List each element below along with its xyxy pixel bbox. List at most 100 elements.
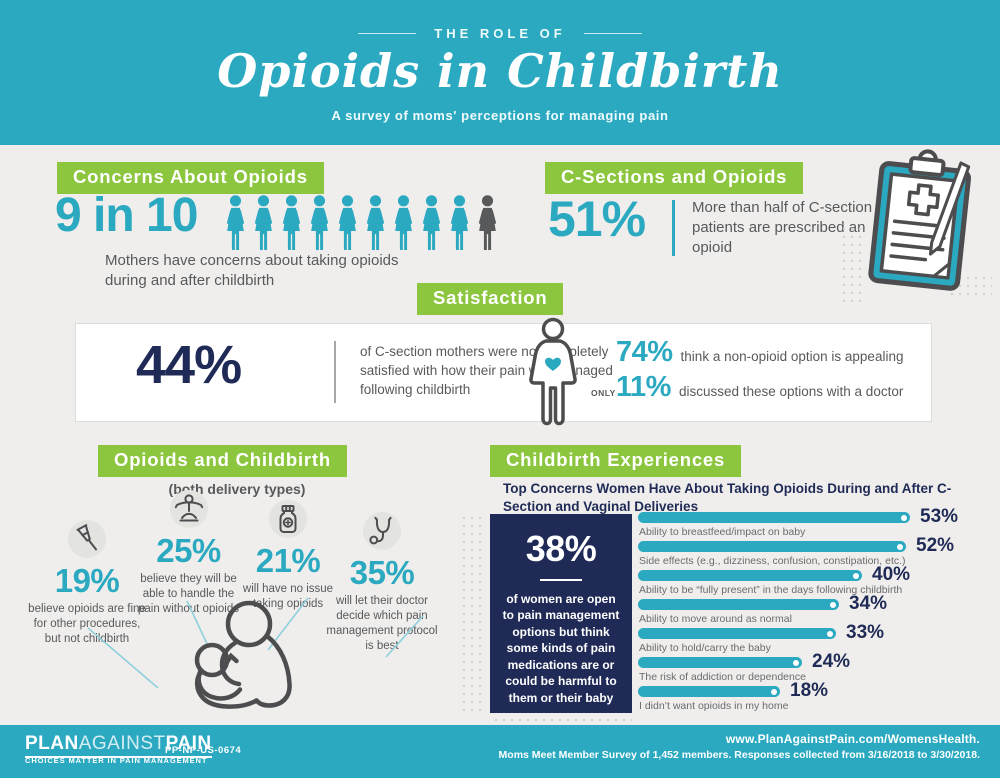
appealing-stat: 74% xyxy=(616,336,673,368)
bar-row: 53% Ability to breastfeed/impact on baby xyxy=(638,506,988,541)
csections-caption: More than half of C-section patients are… xyxy=(692,199,873,256)
concerns-stat: 9 in 10 xyxy=(55,189,198,242)
heart-icon xyxy=(545,357,561,371)
pregnant-woman-icon xyxy=(529,317,577,426)
appealing-text: think a non-opioid option is appealing xyxy=(680,349,904,364)
csections-heading: C-Sections and Opioids xyxy=(545,162,804,194)
substat-appealing: 74% think a non-opioid option is appeali… xyxy=(591,336,921,369)
woman-icon-dark xyxy=(474,193,501,253)
satisfaction-stat: 44% xyxy=(136,335,242,395)
plan-against-pain-logo: PLANAGAINSTPAIN xyxy=(25,733,212,758)
bar-label: Ability to hold/carry the baby xyxy=(639,642,771,654)
opioids-childbirth-subheading: (both delivery types) xyxy=(168,481,306,497)
csections-divider xyxy=(672,200,675,256)
crutch-icon xyxy=(68,520,106,558)
woman-icon xyxy=(278,193,305,253)
stat-value: 35% xyxy=(349,554,415,591)
page-subtitle: A survey of moms' perceptions for managi… xyxy=(331,108,669,123)
stat-value: 21% xyxy=(255,542,321,579)
bar-row: 24% The risk of addiction or dependence xyxy=(638,651,988,686)
bar-label: Ability to move around as normal xyxy=(639,613,792,625)
logo-tagline: CHOICES MATTER IN PAIN MANAGEMENT xyxy=(25,756,208,765)
bar-row: 33% Ability to hold/carry the baby xyxy=(638,622,988,657)
substat-discussed: ONLY 11% discussed these options with a … xyxy=(591,371,921,404)
page-title: Opioids in Childbirth xyxy=(217,44,783,98)
bar xyxy=(638,657,802,668)
bar-row: 52% Side effects (e.g., dizziness, confu… xyxy=(638,535,988,570)
concerns-heading: Concerns About Opioids xyxy=(57,162,324,194)
eyebrow-rule-right xyxy=(583,33,642,34)
discussed-prefix: ONLY xyxy=(591,388,616,398)
csections-stat: 51% xyxy=(548,191,646,247)
discussed-text: discussed these options with a doctor xyxy=(678,384,904,399)
bar xyxy=(638,599,839,610)
bar-row: 34% Ability to move around as normal xyxy=(638,593,988,628)
bar-label: I didn’t want opioids in my home xyxy=(639,700,789,712)
bar-row: 40% Ability to be “fully present” in the… xyxy=(638,564,988,599)
opioids-childbirth-heading: Opioids and Childbirth xyxy=(98,445,347,477)
callout-stat: 38% xyxy=(525,528,597,569)
concerns-caption: Mothers have concerns about taking opioi… xyxy=(105,252,399,289)
stat-value: 25% xyxy=(156,532,221,569)
bar-value: 52% xyxy=(916,535,955,556)
woman-icon xyxy=(334,193,361,253)
hero-banner: THE ROLE OF Opioids in Childbirth A surv… xyxy=(0,0,1000,145)
woman-icon xyxy=(362,193,389,253)
callout-rule xyxy=(540,579,582,581)
satisfaction-substats: 74% think a non-opioid option is appeali… xyxy=(591,336,921,406)
footer-bar: PLANAGAINSTPAIN CHOICES MATTER IN PAIN M… xyxy=(0,725,1000,778)
bar-label: The risk of addiction or dependence xyxy=(639,671,806,683)
stat-stethoscope: 35% will let their doctor decide which p… xyxy=(325,512,439,654)
bar xyxy=(638,570,862,581)
eyebrow-rule-left xyxy=(358,33,417,34)
website-url: www.PlanAgainstPain.com/WomensHealth. xyxy=(725,732,980,746)
satisfaction-divider xyxy=(334,341,336,403)
mother-holding-baby-icon xyxy=(194,600,292,709)
bar xyxy=(638,512,910,523)
pill-bottle-icon xyxy=(269,500,307,538)
stat-value: 19% xyxy=(54,562,120,599)
stethoscope-icon xyxy=(363,512,401,550)
bar-label: Ability to breastfeed/impact on baby xyxy=(639,526,806,538)
bar-value: 18% xyxy=(790,680,829,701)
satisfaction-panel: 44% of C-section mothers were not comple… xyxy=(75,323,932,422)
satisfaction-heading: Satisfaction xyxy=(417,283,564,315)
bar-value: 33% xyxy=(846,622,885,643)
logo-pain: PAIN xyxy=(165,733,212,754)
woman-icon xyxy=(222,193,249,253)
woman-icon xyxy=(390,193,417,253)
bar-label: Ability to be “fully present” in the day… xyxy=(639,584,903,596)
bar-value: 53% xyxy=(920,506,959,527)
woman-icon xyxy=(446,193,473,253)
survey-note: Moms Meet Member Survey of 1,452 members… xyxy=(498,749,980,761)
bar-value: 34% xyxy=(849,593,888,614)
dot-texture xyxy=(840,225,864,303)
dot-texture xyxy=(460,514,484,714)
clipboard-pencil-icon xyxy=(868,149,971,291)
callout-38: 38% of women are open to pain management… xyxy=(490,514,632,713)
logo-plan: PLAN xyxy=(25,733,79,754)
woman-icon xyxy=(418,193,445,253)
bar-label: Side effects (e.g., dizziness, confusion… xyxy=(639,555,906,567)
bar xyxy=(638,686,780,697)
stat-text: will let their doctor decide which pain … xyxy=(326,595,438,652)
hero-eyebrow: THE ROLE OF xyxy=(0,26,1000,41)
document-code: PP-NP-US-0674 xyxy=(165,745,242,756)
experiences-subtitle: Top Concerns Women Have About Taking Opi… xyxy=(503,481,952,514)
woman-icon xyxy=(306,193,333,253)
logo-against: AGAINST xyxy=(78,733,166,754)
bar-value: 24% xyxy=(812,651,851,672)
callout-text: of women are open to pain management opt… xyxy=(502,592,620,705)
hero-eyebrow-text: THE ROLE OF xyxy=(434,26,566,41)
bar-row: 18% I didn’t want opioids in my home xyxy=(638,680,988,715)
footer-right: www.PlanAgainstPain.com/WomensHealth. Mo… xyxy=(499,732,980,761)
bar-value: 40% xyxy=(872,564,911,585)
bar xyxy=(638,628,836,639)
discussed-stat: 11% xyxy=(616,371,671,403)
concerns-bar-chart: 53% Ability to breastfeed/impact on baby… xyxy=(638,506,988,715)
woman-icon xyxy=(250,193,277,253)
bar xyxy=(638,541,906,552)
women-pictogram xyxy=(222,193,501,253)
person-arms-out-icon xyxy=(169,490,208,528)
